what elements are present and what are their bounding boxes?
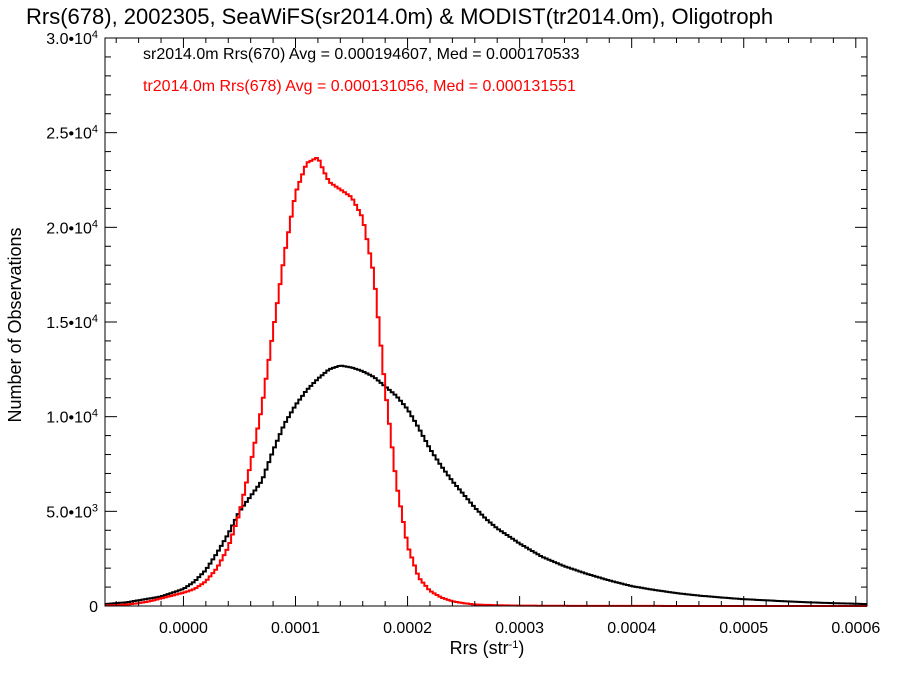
y-tick-label: 2.5•104	[46, 124, 98, 143]
annotation-red-stats: tr2014.0m Rrs(678) Avg = 0.000131056, Me…	[143, 78, 576, 95]
x-axis-label: Rrs (str-1)	[450, 638, 525, 658]
x-tick-label: 0.0003	[495, 620, 544, 637]
y-tick-label: 1.5•104	[46, 313, 98, 332]
x-tick-label: 0.0001	[271, 620, 320, 637]
x-tick-label: 0.0005	[719, 620, 768, 637]
x-tick-label: 0.0000	[159, 620, 208, 637]
chart-title: Rrs(678), 2002305, SeaWiFS(sr2014.0m) & …	[26, 4, 773, 29]
y-axis-label: Number of Observations	[5, 227, 25, 422]
y-tick-label: 5.0•103	[46, 502, 98, 521]
y-axis: 0 5.0•103 1.0•104 1.5•104 2.0•104 2.5•104 3.0•…	[46, 29, 867, 616]
x-tick-label: 0.0004	[607, 620, 656, 637]
y-tick-label: 3.0•104	[46, 29, 98, 48]
x-tick-label: 0.0006	[831, 620, 880, 637]
histogram-series-0	[105, 364, 867, 606]
x-tick-label: 0.0002	[383, 620, 432, 637]
series-layer	[105, 156, 867, 607]
x-axis: 0.0000 0.0001 0.0002 0.0003 0.0004 0.0005 0.00…	[115, 38, 880, 637]
histogram-series-1	[105, 156, 867, 607]
y-tick-label: 0	[89, 599, 98, 616]
y-tick-label: 2.0•104	[46, 218, 98, 237]
annotation-black-stats: sr2014.0m Rrs(670) Avg = 0.000194607, Me…	[143, 46, 580, 63]
y-tick-label: 1.0•104	[46, 408, 98, 427]
